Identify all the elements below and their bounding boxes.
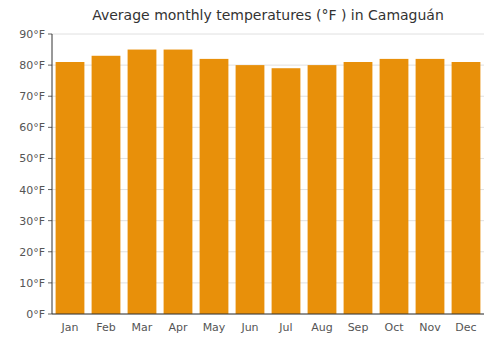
x-tick-label: Sep bbox=[348, 321, 369, 334]
bar bbox=[92, 56, 121, 314]
y-tick bbox=[48, 251, 52, 252]
bar bbox=[200, 59, 229, 314]
y-tick-label: 40°F bbox=[19, 184, 45, 197]
x-axis-ticks: Jan Feb Mar Apr May Jun Jul Aug Sep Oct Nov Dec bbox=[61, 321, 477, 334]
chart-container: Average monthly temperatures (°F ) in Ca… bbox=[0, 0, 500, 350]
y-axis-line bbox=[52, 34, 53, 314]
y-tick-label: 10°F bbox=[19, 277, 45, 290]
x-tick-label: Jan bbox=[61, 321, 79, 334]
x-tick-label: Jun bbox=[240, 321, 258, 334]
bar bbox=[452, 62, 481, 314]
y-tick-label: 30°F bbox=[19, 215, 45, 228]
y-tick-label: 0°F bbox=[26, 308, 45, 321]
x-tick-label: May bbox=[203, 321, 226, 334]
x-tick-label: Mar bbox=[132, 321, 153, 334]
x-tick-label: Apr bbox=[168, 321, 188, 334]
y-axis-ticks: 0°F 10°F 20°F 30°F 40°F 50°F 60°F 70°F 80°F 90°F bbox=[19, 28, 52, 321]
bar bbox=[56, 62, 85, 314]
bar bbox=[308, 65, 337, 314]
y-tick bbox=[48, 96, 52, 97]
x-tick-label: Dec bbox=[455, 321, 476, 334]
y-tick-label: 50°F bbox=[19, 152, 45, 165]
bar bbox=[236, 65, 265, 314]
y-tick-label: 90°F bbox=[19, 28, 45, 41]
y-tick bbox=[48, 127, 52, 128]
y-tick bbox=[48, 65, 52, 66]
bar bbox=[344, 62, 373, 314]
y-tick bbox=[48, 282, 52, 283]
grid-line bbox=[52, 34, 484, 35]
grid bbox=[52, 34, 484, 314]
bar bbox=[380, 59, 409, 314]
y-tick-label: 60°F bbox=[19, 121, 45, 134]
grid-line bbox=[52, 314, 484, 315]
x-tick-label: Feb bbox=[96, 321, 115, 334]
bar bbox=[128, 50, 157, 314]
x-tick-label: Nov bbox=[419, 321, 441, 334]
x-axis-line bbox=[52, 314, 484, 315]
y-tick-label: 70°F bbox=[19, 90, 45, 103]
bar bbox=[272, 68, 301, 314]
y-tick bbox=[48, 189, 52, 190]
bar bbox=[416, 59, 445, 314]
bar bbox=[164, 50, 193, 314]
y-tick bbox=[48, 314, 52, 315]
y-tick-label: 20°F bbox=[19, 246, 45, 259]
chart-title: Average monthly temperatures (°F ) in Ca… bbox=[92, 7, 444, 23]
x-tick-label: Aug bbox=[311, 321, 332, 334]
y-tick bbox=[48, 220, 52, 221]
y-tick-label: 80°F bbox=[19, 59, 45, 72]
x-tick-label: Jul bbox=[278, 321, 292, 334]
chart-svg: Average monthly temperatures (°F ) in Ca… bbox=[0, 0, 500, 350]
bars bbox=[56, 50, 481, 314]
y-tick bbox=[48, 34, 52, 35]
y-tick bbox=[48, 158, 52, 159]
x-tick-label: Oct bbox=[384, 321, 404, 334]
